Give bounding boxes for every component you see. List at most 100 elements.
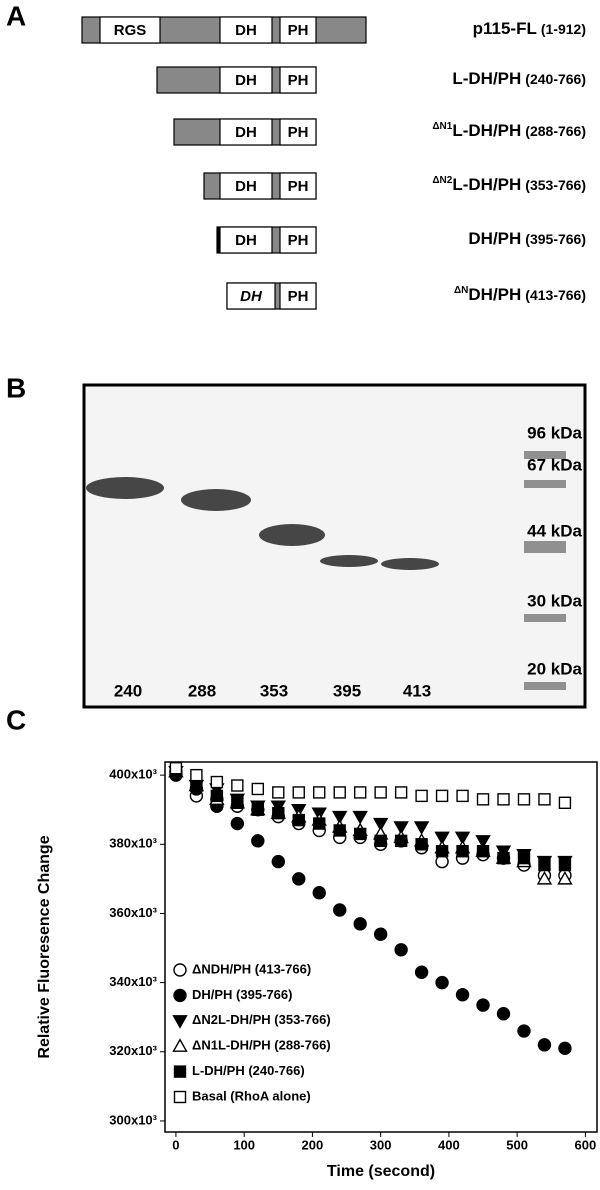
construct-prefix: ΔN	[454, 285, 468, 296]
lane-label: 353	[260, 681, 288, 700]
data-point	[231, 796, 244, 810]
data-point	[476, 845, 490, 858]
data-point	[538, 793, 551, 806]
x-tick-label: 500	[506, 1137, 528, 1152]
panel-label: B	[6, 372, 26, 403]
y-tick-label: 360x10³	[109, 905, 157, 920]
data-point	[231, 779, 244, 792]
domain-box	[279, 66, 317, 94]
domain-box	[279, 282, 317, 310]
construct-name: L-DH/PH	[452, 175, 521, 194]
data-point	[537, 1038, 552, 1052]
legend-marker	[173, 1090, 187, 1104]
construct-name: L-DH/PH	[452, 69, 521, 88]
data-point	[497, 851, 510, 865]
domain-label: DH	[235, 72, 257, 89]
domain-label: PH	[288, 232, 309, 249]
y-tick-label: 300x10³	[109, 1112, 157, 1127]
data-point	[353, 827, 367, 841]
construct-prefix: ΔN1	[432, 121, 452, 132]
domain-label: DH	[235, 178, 257, 195]
data-point	[413, 821, 430, 835]
y-tick-label: 380x10³	[109, 836, 157, 851]
data-point	[353, 917, 367, 931]
protein-band	[381, 558, 439, 570]
data-point	[414, 965, 429, 979]
construct-label: ΔN2L-DH/PH (353-766)	[432, 175, 586, 195]
marker-band	[524, 480, 566, 488]
data-point	[333, 824, 346, 837]
construct-range: (413-766)	[525, 287, 586, 303]
legend-label: ΔN1L-DH/PH (288-766)	[192, 1038, 331, 1053]
data-point	[415, 838, 428, 851]
marker-band	[524, 682, 566, 690]
y-tick-label: 400x10³	[109, 767, 157, 782]
data-point	[456, 845, 469, 858]
construct-range: (353-766)	[525, 177, 586, 193]
marker-label: 67 kDa	[527, 455, 582, 474]
legend-label: L-DH/PH (240-766)	[192, 1063, 305, 1078]
x-tick-label: 100	[233, 1137, 255, 1152]
data-point	[374, 834, 387, 848]
data-point	[517, 793, 531, 806]
data-point	[454, 831, 471, 846]
data-point	[312, 886, 326, 900]
lane-label: 395	[333, 681, 361, 700]
data-point	[538, 858, 551, 872]
data-point	[372, 817, 389, 832]
domain-label: PH	[288, 72, 309, 89]
data-point	[292, 872, 306, 886]
data-point	[517, 851, 531, 865]
lane-label: 413	[403, 681, 431, 700]
data-point	[352, 810, 368, 825]
data-point	[476, 793, 490, 806]
construct-label: ΔNDH/PH (413-766)	[454, 285, 586, 305]
data-point	[272, 806, 285, 820]
x-tick-label: 300	[370, 1137, 392, 1152]
panel-label: C	[6, 704, 26, 735]
domain-box	[219, 66, 273, 94]
domain-box	[279, 16, 317, 44]
construct-label: DH/PH (395-766)	[468, 229, 586, 248]
x-tick-label: 0	[172, 1137, 179, 1152]
data-point	[251, 834, 265, 848]
x-axis-label: Time (second)	[327, 1163, 435, 1180]
domain-label: DH	[235, 232, 257, 249]
domain-label: PH	[288, 288, 309, 305]
domain-label: DH	[235, 22, 257, 39]
data-point	[394, 943, 408, 957]
construct-label: p115-FL (1-912)	[473, 19, 586, 38]
y-tick-label: 340x10³	[109, 974, 157, 989]
data-point	[393, 821, 409, 835]
legend-marker	[173, 963, 187, 977]
construct-name: DH/PH	[468, 229, 521, 248]
protein-band	[320, 555, 378, 567]
data-point	[475, 835, 491, 849]
x-tick-label: 600	[575, 1137, 597, 1152]
data-point	[435, 789, 449, 803]
legend-marker	[172, 1038, 188, 1052]
data-point	[169, 762, 183, 775]
data-point	[558, 858, 572, 872]
data-point	[557, 870, 573, 885]
construct-name: DH/PH	[468, 285, 521, 304]
domain-box	[226, 282, 276, 310]
data-point	[333, 903, 347, 917]
y-axis-label: Relative Fluoresence Change	[36, 835, 53, 1058]
data-point	[456, 789, 469, 803]
marker-label: 30 kDa	[527, 591, 582, 610]
construct-range: (240-766)	[525, 71, 586, 87]
data-point	[190, 779, 203, 792]
panel-label: A	[6, 0, 26, 31]
data-point	[271, 854, 285, 869]
data-point	[292, 813, 305, 827]
x-tick-label: 400	[438, 1137, 460, 1152]
domain-label: DH	[240, 288, 263, 305]
data-point	[536, 870, 553, 885]
data-point	[292, 786, 305, 799]
data-point	[251, 782, 265, 796]
data-point	[497, 793, 510, 806]
gel	[82, 383, 587, 709]
data-point	[455, 988, 470, 1002]
